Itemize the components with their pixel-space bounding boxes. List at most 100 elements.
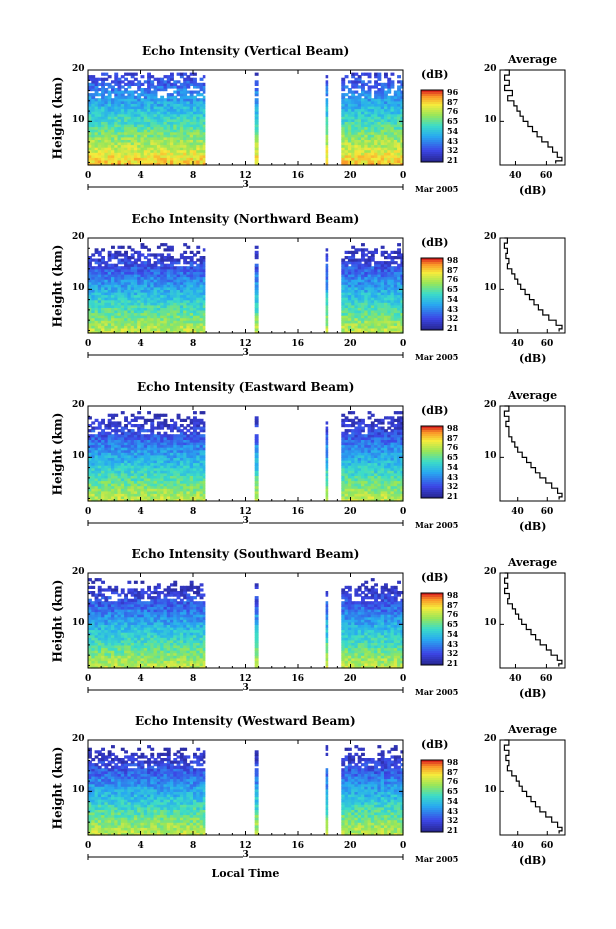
heatmap-cell [114, 108, 119, 112]
heatmap-cell [133, 152, 138, 156]
heatmap-cell [91, 88, 96, 92]
heatmap-cell [147, 121, 151, 125]
heatmap-cell [179, 85, 184, 89]
heatmap-cell [104, 88, 109, 92]
heatmap-cell [364, 103, 369, 107]
heatmap-cell [94, 154, 99, 158]
heatmap-cell [111, 118, 115, 122]
heatmap-cell [176, 113, 181, 117]
heatmap-cell [196, 111, 201, 115]
heatmap-cell [179, 100, 184, 104]
heatmap-cell [127, 126, 132, 130]
heatmap-cell [400, 108, 404, 112]
heatmap-cell [88, 258, 92, 262]
heatmap-cell [361, 144, 365, 148]
heatmap-cell [124, 134, 128, 138]
heatmap-cell [179, 144, 184, 148]
heatmap-cell [150, 123, 155, 128]
heatmap-cell [179, 152, 184, 156]
heatmap-cell [361, 108, 365, 112]
heatmap-cell [387, 111, 392, 115]
heatmap-cell [370, 105, 375, 110]
heatmap-cell [130, 75, 135, 79]
heatmap-cell [387, 77, 392, 81]
heatmap-cell [124, 154, 128, 158]
heatmap-cell [384, 103, 388, 107]
heatmap-cell [199, 129, 204, 133]
heatmap-cell [94, 289, 99, 293]
heatmap-cell [166, 80, 171, 84]
heatmap-cell [377, 126, 382, 130]
heatmap-cell [374, 75, 378, 79]
heatmap-cell [351, 116, 356, 120]
heatmap-cell [173, 90, 178, 94]
heatmap-cell [186, 95, 191, 99]
heatmap-cell [114, 105, 119, 110]
heatmap-cell [101, 248, 105, 252]
heatmap-cell [170, 162, 174, 166]
heatmap-cell [94, 113, 99, 117]
heatmap-cell [124, 131, 128, 135]
heatmap-cell [186, 154, 191, 158]
heatmap-cell [160, 162, 165, 166]
heatmap-cell [377, 82, 382, 86]
heatmap-cell [101, 418, 105, 422]
heatmap-cell [120, 118, 125, 122]
heatmap-cell [91, 294, 96, 298]
heatmap-cell [344, 118, 349, 122]
heatmap-cell [127, 159, 132, 164]
heatmap-cell [107, 141, 112, 146]
heatmap-cell [189, 72, 194, 76]
heatmap-cell [97, 162, 102, 166]
heatmap-cell [390, 141, 395, 146]
heatmap-cell [97, 103, 102, 107]
heatmap-cell [156, 100, 161, 104]
heatmap-cell [140, 149, 145, 153]
heatmap-cell [384, 108, 388, 112]
heatmap-cell [351, 129, 356, 133]
heatmap-cell [117, 136, 122, 140]
heatmap-cell [137, 129, 142, 133]
heatmap-cell [94, 159, 99, 164]
heatmap-cell [133, 123, 138, 128]
heatmap-cell [186, 100, 191, 104]
heatmap-cell [351, 141, 356, 146]
heatmap-cell [397, 116, 401, 120]
heatmap-cell [377, 154, 382, 158]
heatmap-cell [94, 271, 99, 275]
heatmap-cell [374, 90, 378, 94]
heatmap-cell [351, 149, 356, 153]
heatmap-cell [94, 103, 99, 107]
heatmap-cell [380, 245, 385, 249]
heatmap-cell [374, 72, 378, 76]
heatmap-cell [186, 82, 191, 86]
heatmap-cell [147, 149, 151, 153]
heatmap-cell [173, 80, 178, 84]
heatmap-cell [357, 105, 362, 110]
heatmap-cell [107, 90, 112, 94]
heatmap-cell [387, 123, 392, 128]
heatmap-cell [374, 141, 378, 146]
heatmap-cell [186, 141, 191, 146]
heatmap-cell [354, 121, 359, 125]
heatmap-cell [364, 149, 369, 153]
heatmap-cell [160, 103, 165, 107]
heatmap-cell [97, 315, 102, 319]
heatmap-cell [199, 88, 204, 92]
heatmap-cell [97, 88, 102, 92]
heatmap-cell [107, 108, 112, 112]
heatmap-cell [367, 108, 372, 112]
heatmap-cell [351, 85, 356, 89]
heatmap-cell [91, 136, 96, 140]
heatmap-cell [202, 411, 206, 415]
heatmap-cell [354, 108, 359, 112]
heatmap-cell [193, 77, 197, 81]
heatmap-cell [183, 159, 188, 164]
heatmap-cell [199, 131, 204, 135]
heatmap-cell [351, 90, 356, 94]
heatmap-cell [351, 93, 356, 97]
heatmap-cell [94, 304, 99, 308]
heatmap-cell [150, 144, 155, 148]
heatmap-cell [351, 113, 356, 117]
heatmap-cell [88, 103, 92, 107]
